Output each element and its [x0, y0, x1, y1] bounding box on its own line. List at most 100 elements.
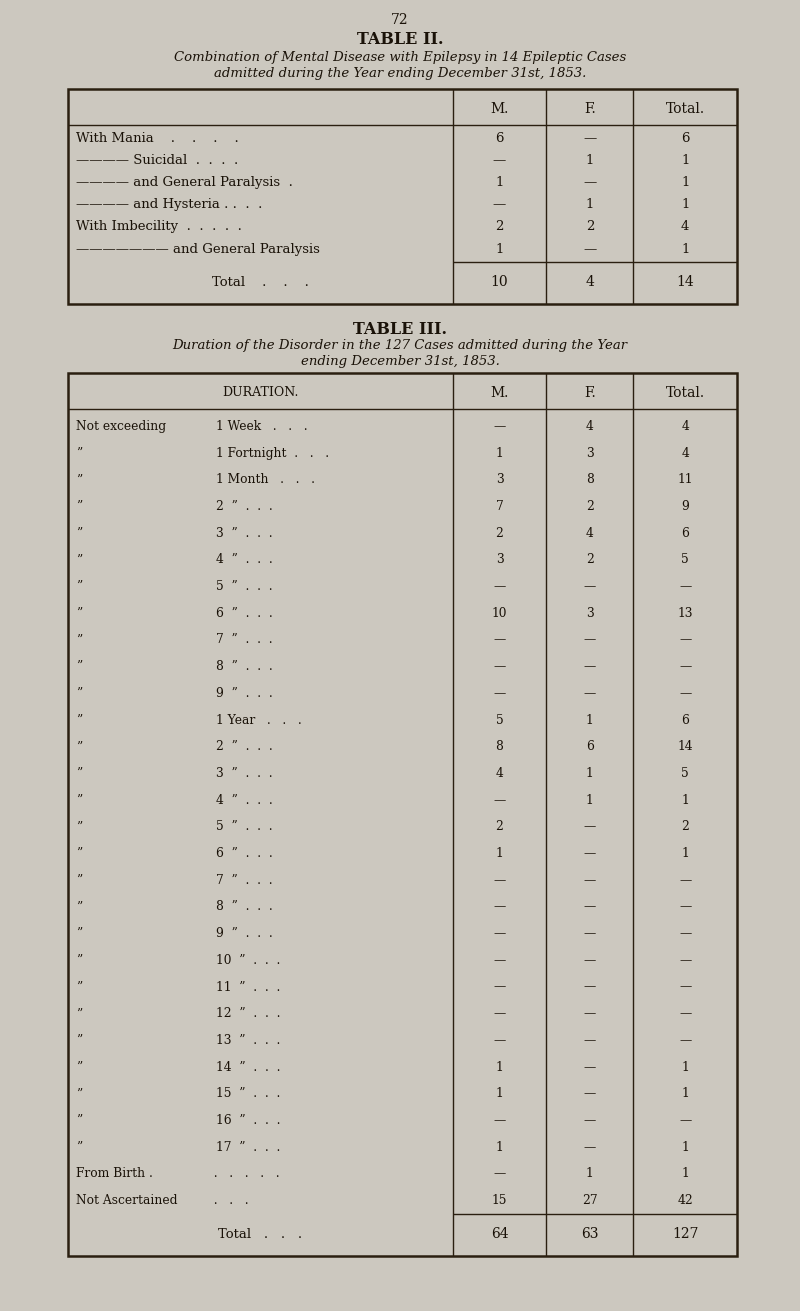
Text: 15: 15 [492, 1194, 507, 1207]
Text: —: — [679, 633, 691, 646]
Text: Total.: Total. [666, 385, 705, 400]
Text: ”: ” [76, 821, 82, 834]
Text: 1: 1 [682, 1087, 689, 1100]
Text: 14: 14 [676, 275, 694, 288]
Text: ”: ” [76, 713, 82, 726]
Text: 3  ”  .  .  .: 3 ” . . . [216, 767, 273, 780]
Text: ”: ” [76, 1034, 82, 1047]
Text: 2: 2 [586, 553, 594, 566]
Text: Duration of the Disorder in the 127 Cases admitted during the Year: Duration of the Disorder in the 127 Case… [173, 340, 627, 353]
Text: 1: 1 [681, 176, 690, 189]
Text: 3: 3 [586, 447, 594, 460]
Text: ”: ” [76, 527, 82, 540]
Text: 1 Fortnight  .   .   .: 1 Fortnight . . . [216, 447, 329, 460]
Text: 7  ”  .  .  .: 7 ” . . . [216, 633, 273, 646]
Text: 1: 1 [682, 1061, 689, 1074]
Text: —: — [584, 661, 596, 673]
Text: ”: ” [76, 499, 82, 513]
Text: —: — [494, 793, 506, 806]
Text: admitted during the Year ending December 31st, 1853.: admitted during the Year ending December… [214, 67, 586, 80]
Text: 16  ”  .  .  .: 16 ” . . . [216, 1114, 281, 1127]
Text: 17  ”  .  .  .: 17 ” . . . [216, 1141, 280, 1154]
Text: —: — [584, 1114, 596, 1127]
Text: 5: 5 [682, 767, 689, 780]
Text: ”: ” [76, 901, 82, 914]
Text: —: — [583, 243, 597, 256]
Text: 1: 1 [586, 198, 594, 211]
Text: —: — [584, 981, 596, 994]
Text: 6  ”  .  .  .: 6 ” . . . [216, 847, 273, 860]
Text: 4  ”  .  .  .: 4 ” . . . [216, 553, 273, 566]
Text: 3  ”  .  .  .: 3 ” . . . [216, 527, 273, 540]
Text: 1: 1 [682, 847, 689, 860]
Text: 6: 6 [682, 527, 689, 540]
Text: —: — [494, 420, 506, 433]
Text: —: — [494, 981, 506, 994]
Text: —: — [584, 901, 596, 914]
Text: Total    .    .    .: Total . . . [212, 275, 309, 288]
Text: —: — [494, 579, 506, 593]
Text: —: — [494, 1007, 506, 1020]
Text: —: — [679, 1114, 691, 1127]
Text: 1: 1 [586, 153, 594, 166]
Text: —: — [494, 661, 506, 673]
Text: —: — [679, 661, 691, 673]
Text: ”: ” [76, 873, 82, 886]
Text: ”: ” [76, 473, 82, 486]
Text: 4: 4 [682, 420, 689, 433]
Text: 72: 72 [391, 13, 409, 28]
Text: 1: 1 [682, 1168, 689, 1180]
Text: 9  ”  .  .  .: 9 ” . . . [216, 927, 273, 940]
Text: —: — [584, 1061, 596, 1074]
Text: 2: 2 [495, 220, 504, 233]
Text: ”: ” [76, 954, 82, 966]
Text: 14  ”  .  .  .: 14 ” . . . [216, 1061, 281, 1074]
Text: 1: 1 [495, 176, 504, 189]
Text: 2: 2 [586, 220, 594, 233]
Text: 11: 11 [678, 473, 693, 486]
Text: Not exceeding: Not exceeding [76, 420, 166, 433]
Text: —: — [584, 821, 596, 834]
Text: ending December 31st, 1853.: ending December 31st, 1853. [301, 354, 499, 367]
Text: ”: ” [76, 741, 82, 754]
Text: With Imbecility  .  .  .  .  .: With Imbecility . . . . . [76, 220, 242, 233]
Text: —: — [584, 1007, 596, 1020]
Text: 3: 3 [496, 553, 503, 566]
Text: ”: ” [76, 981, 82, 994]
Text: Total.: Total. [666, 102, 705, 115]
Text: 5: 5 [496, 713, 503, 726]
Text: 1: 1 [682, 793, 689, 806]
Text: 12  ”  .  .  .: 12 ” . . . [216, 1007, 281, 1020]
Text: ”: ” [76, 1114, 82, 1127]
Text: 7  ”  .  .  .: 7 ” . . . [216, 873, 273, 886]
Text: 64: 64 [490, 1227, 508, 1242]
Text: ”: ” [76, 927, 82, 940]
Text: 1: 1 [496, 1061, 503, 1074]
Text: ——————— and General Paralysis: ——————— and General Paralysis [76, 243, 320, 256]
Text: 10  ”  .  .  .: 10 ” . . . [216, 954, 280, 966]
Text: —: — [584, 954, 596, 966]
Text: Total   .   .   .: Total . . . [218, 1227, 302, 1240]
Text: 9: 9 [682, 499, 689, 513]
Text: Combination of Mental Disease with Epilepsy in 14 Epileptic Cases: Combination of Mental Disease with Epile… [174, 51, 626, 64]
Text: —: — [679, 927, 691, 940]
Text: ”: ” [76, 661, 82, 673]
Text: ”: ” [76, 1087, 82, 1100]
Text: —: — [679, 901, 691, 914]
Text: ”: ” [76, 607, 82, 620]
Text: 1 Month   .   .   .: 1 Month . . . [216, 473, 315, 486]
Text: TABLE III.: TABLE III. [353, 320, 447, 337]
Text: —: — [584, 1034, 596, 1047]
Text: —: — [494, 687, 506, 700]
Text: 1: 1 [586, 793, 594, 806]
Text: 13  ”  .  .  .: 13 ” . . . [216, 1034, 280, 1047]
Bar [68, 89, 737, 304]
Text: —: — [494, 873, 506, 886]
Text: 8: 8 [495, 741, 503, 754]
Text: —: — [679, 1007, 691, 1020]
Text: 2: 2 [682, 821, 689, 834]
Text: From Birth .: From Birth . [76, 1168, 153, 1180]
Text: 1: 1 [681, 198, 690, 211]
Text: —: — [584, 633, 596, 646]
Text: ”: ” [76, 579, 82, 593]
